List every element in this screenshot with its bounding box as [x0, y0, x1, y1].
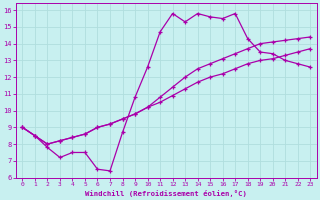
X-axis label: Windchill (Refroidissement éolien,°C): Windchill (Refroidissement éolien,°C)	[85, 190, 247, 197]
